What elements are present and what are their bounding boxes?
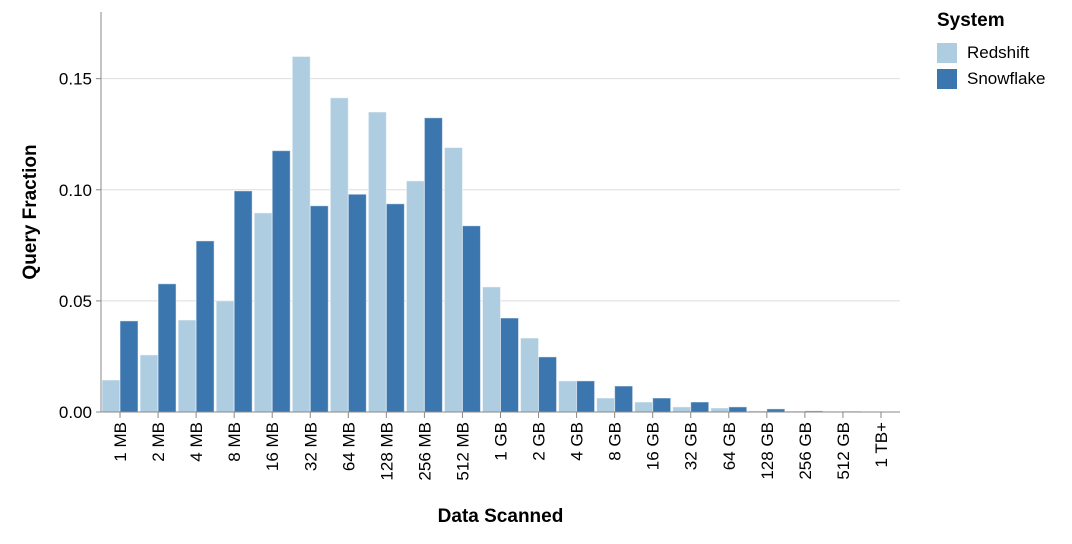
bar-redshift xyxy=(101,379,121,413)
bar-snowflake xyxy=(385,203,405,413)
bar-redshift xyxy=(482,286,501,413)
legend-item-redshift: Redshift xyxy=(937,40,1045,66)
bar-redshift xyxy=(520,337,540,413)
bar-snowflake xyxy=(461,225,481,413)
x-tick-label: 2 MB xyxy=(149,422,168,462)
x-tick-label: 2 GB xyxy=(530,422,549,461)
x-tick-label: 32 MB xyxy=(301,422,320,471)
bar-redshift xyxy=(367,111,387,413)
x-tick-label: 1 GB xyxy=(492,422,511,461)
x-tick-label: 4 MB xyxy=(187,422,206,462)
y-tick-label: 0.05 xyxy=(59,292,92,311)
bar-snowflake xyxy=(195,240,215,413)
bar-redshift xyxy=(558,380,578,413)
y-tick-label: 0.10 xyxy=(59,181,92,200)
bar-redshift xyxy=(253,212,273,413)
x-tick-label: 64 GB xyxy=(720,422,739,470)
x-tick-label: 4 GB xyxy=(568,422,587,461)
bar-redshift xyxy=(177,319,197,413)
legend-title: System xyxy=(937,10,1005,31)
bar-snowflake xyxy=(500,317,519,413)
x-tick-label: 8 MB xyxy=(225,422,244,462)
legend-item-snowflake: Snowflake xyxy=(937,66,1045,92)
bar-redshift xyxy=(596,397,616,413)
bar-redshift xyxy=(634,401,654,413)
x-tick-label: 64 MB xyxy=(339,422,358,471)
legend-swatch-snowflake xyxy=(937,69,957,89)
bar-redshift xyxy=(405,180,425,413)
bar-snowflake xyxy=(309,205,329,413)
x-axis-title: Data Scanned xyxy=(438,506,564,527)
x-tick-label: 256 MB xyxy=(415,422,434,481)
bar-snowflake xyxy=(652,397,672,413)
x-tick-label: 8 GB xyxy=(606,422,625,461)
x-tick-label: 128 MB xyxy=(377,422,396,481)
x-tick-label: 256 GB xyxy=(796,422,815,480)
x-tick-label: 1 TB+ xyxy=(872,422,891,468)
bar-snowflake xyxy=(538,356,558,413)
bar-snowflake xyxy=(576,380,596,413)
legend-label: Redshift xyxy=(967,43,1030,62)
bar-redshift xyxy=(710,407,730,413)
x-tick-label: 32 GB xyxy=(682,422,701,470)
bar-snowflake xyxy=(423,117,443,413)
bar-snowflake xyxy=(233,190,253,413)
x-tick-label: 16 MB xyxy=(263,422,282,471)
x-tick-label: 1 MB xyxy=(111,422,130,462)
bar-snowflake xyxy=(728,406,748,413)
legend-label: Snowflake xyxy=(967,69,1046,88)
y-axis-title: Query Fraction xyxy=(20,144,41,279)
x-tick-label: 512 GB xyxy=(834,422,853,480)
bar-snowflake xyxy=(614,385,634,413)
x-tick-label: 16 GB xyxy=(644,422,663,470)
bar-snowflake xyxy=(157,283,177,413)
bar-redshift xyxy=(291,55,311,413)
y-tick-label: 0.00 xyxy=(59,403,92,422)
bar-snowflake xyxy=(271,150,291,413)
bar-snowflake xyxy=(119,320,139,413)
bar-snowflake xyxy=(690,401,710,413)
y-tick-label: 0.15 xyxy=(59,70,92,89)
bar-redshift xyxy=(215,300,235,413)
legend-swatch-redshift xyxy=(937,43,957,63)
x-tick-label: 512 MB xyxy=(453,422,472,481)
bar-redshift xyxy=(329,97,349,413)
x-tick-label: 128 GB xyxy=(758,422,777,480)
bar-snowflake xyxy=(347,193,367,413)
bar-redshift xyxy=(139,354,159,413)
legend: System Redshift Snowflake xyxy=(937,10,1045,92)
bar-redshift xyxy=(443,147,463,413)
bar-redshift xyxy=(672,406,692,413)
